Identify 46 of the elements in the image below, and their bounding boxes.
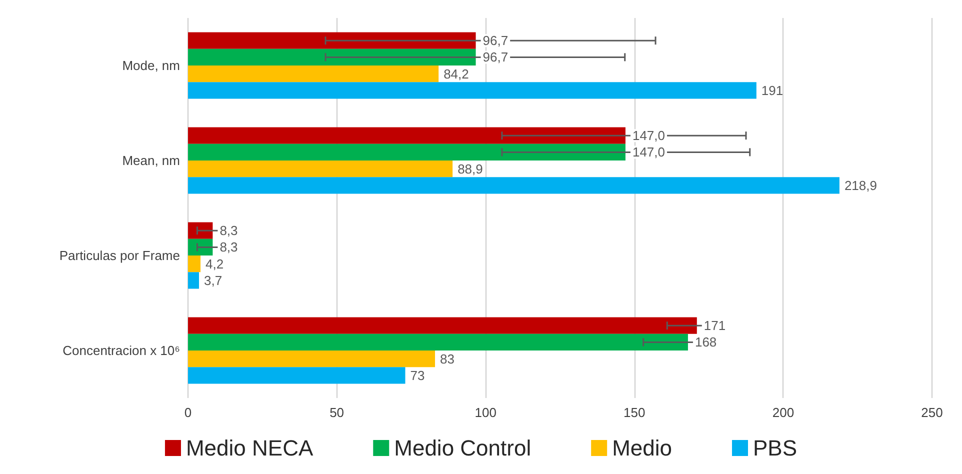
bar (188, 66, 439, 82)
data-label: 8,3 (220, 240, 238, 255)
data-label: 4,2 (206, 256, 224, 272)
bar (188, 350, 436, 368)
bar (188, 144, 626, 160)
data-label: 3,7 (204, 272, 222, 288)
y-tick-label: Mode, nm (122, 58, 180, 73)
data-label: 168 (694, 334, 717, 350)
bar (188, 177, 840, 194)
x-tick-label: 250 (921, 405, 943, 420)
x-tick-label: 200 (772, 405, 794, 420)
legend-label: Medio Control (394, 436, 532, 460)
data-label: 191 (761, 82, 784, 98)
bar (188, 82, 756, 99)
legend-label: Medio NECA (186, 436, 314, 460)
bar (188, 367, 406, 384)
data-label: 171 (704, 318, 726, 334)
x-tick-label: 50 (330, 405, 344, 420)
x-tick-label: 0 (184, 405, 192, 420)
data-label: 218,9 (844, 178, 877, 193)
y-tick-label: Concentracion x 10⁶ (62, 343, 180, 358)
data-label: 147,0 (632, 144, 666, 160)
bar (188, 317, 697, 334)
y-tick-label: Mean, nm (122, 153, 180, 168)
legend-label: Medio (612, 436, 672, 460)
x-tick-label: 150 (624, 405, 646, 420)
y-tick-label: Particulas por Frame (59, 248, 180, 263)
data-label: 88,9 (458, 161, 483, 176)
bar (188, 238, 213, 256)
bar (188, 127, 626, 144)
bar (188, 222, 213, 239)
data-label: 83 (440, 351, 454, 366)
data-label: 84,2 (444, 66, 469, 82)
bar (188, 160, 453, 178)
bar (188, 48, 476, 66)
bar (188, 256, 200, 272)
bar (188, 334, 688, 350)
data-label: 96,7 (482, 50, 508, 65)
data-label: 96,7 (482, 33, 508, 48)
x-tick-label: 100 (474, 405, 496, 420)
bar (188, 272, 200, 289)
data-label: 147,0 (632, 128, 666, 144)
bar (188, 32, 476, 49)
data-label: 8,3 (220, 223, 238, 238)
legend-label: PBS (753, 436, 798, 460)
data-label: 73 (410, 368, 425, 383)
